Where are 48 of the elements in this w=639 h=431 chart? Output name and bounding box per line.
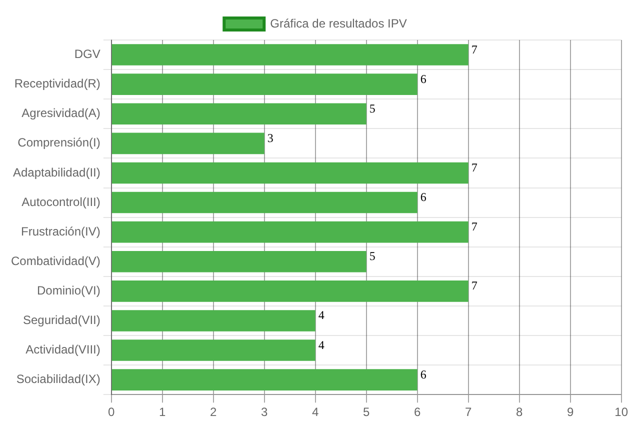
y-tick-label: Seguridad(VII) (22, 313, 100, 328)
x-tick-label: 6 (414, 405, 421, 420)
x-tick-label: 2 (210, 405, 218, 420)
bar (112, 280, 468, 302)
data-label: 5 (369, 249, 376, 264)
x-tick-label: 10 (614, 405, 628, 420)
bar (112, 103, 366, 125)
x-tick-label: 9 (566, 405, 574, 420)
x-tick-label: 1 (159, 405, 166, 420)
x-tick-label: 4 (312, 405, 320, 420)
y-tick-label: Receptividad(R) (14, 76, 100, 91)
x-tick-label: 8 (516, 405, 523, 420)
y-tick-label: Combatividad(V) (10, 254, 100, 268)
data-label: 4 (318, 308, 324, 322)
legend-label: Gráfica de resultados IPV (270, 16, 407, 30)
data-label: 3 (267, 130, 274, 145)
bar (112, 192, 418, 214)
bar (112, 310, 316, 332)
data-label: 4 (318, 338, 324, 352)
data-label: 6 (420, 72, 426, 86)
y-tick-label: DGV (74, 47, 100, 62)
y-tick-label: Sociabilidad(IX) (16, 372, 100, 386)
bar (112, 162, 468, 184)
y-tick-label: Actividad(VIII) (26, 342, 100, 357)
y-tick-label: Agresividad(A) (22, 106, 100, 120)
bar (112, 250, 366, 272)
x-tick-label: 0 (108, 405, 116, 420)
bar (112, 132, 264, 154)
x-tick-label: 5 (363, 405, 370, 420)
y-tick-label: Comprensión(I) (18, 136, 100, 150)
bar (112, 44, 468, 66)
y-tick-label: Dominio(VI) (37, 283, 100, 298)
y-tick-label: Frustración(IV) (21, 224, 100, 238)
data-label: 7 (471, 220, 478, 234)
bar (112, 221, 468, 243)
bar (112, 340, 316, 361)
y-tick-label: Autocontrol(III) (22, 194, 100, 209)
data-label: 7 (471, 42, 478, 56)
bar (112, 369, 418, 390)
x-tick-label: 3 (261, 405, 268, 420)
data-label: 7 (471, 278, 478, 293)
data-label: 5 (369, 101, 376, 116)
y-tick-label: Adaptabilidad(II) (12, 165, 100, 180)
data-label: 6 (420, 190, 426, 204)
x-tick-label: 7 (464, 405, 472, 420)
data-label: 6 (420, 367, 426, 382)
bar (112, 74, 418, 95)
data-label: 7 (471, 160, 478, 174)
